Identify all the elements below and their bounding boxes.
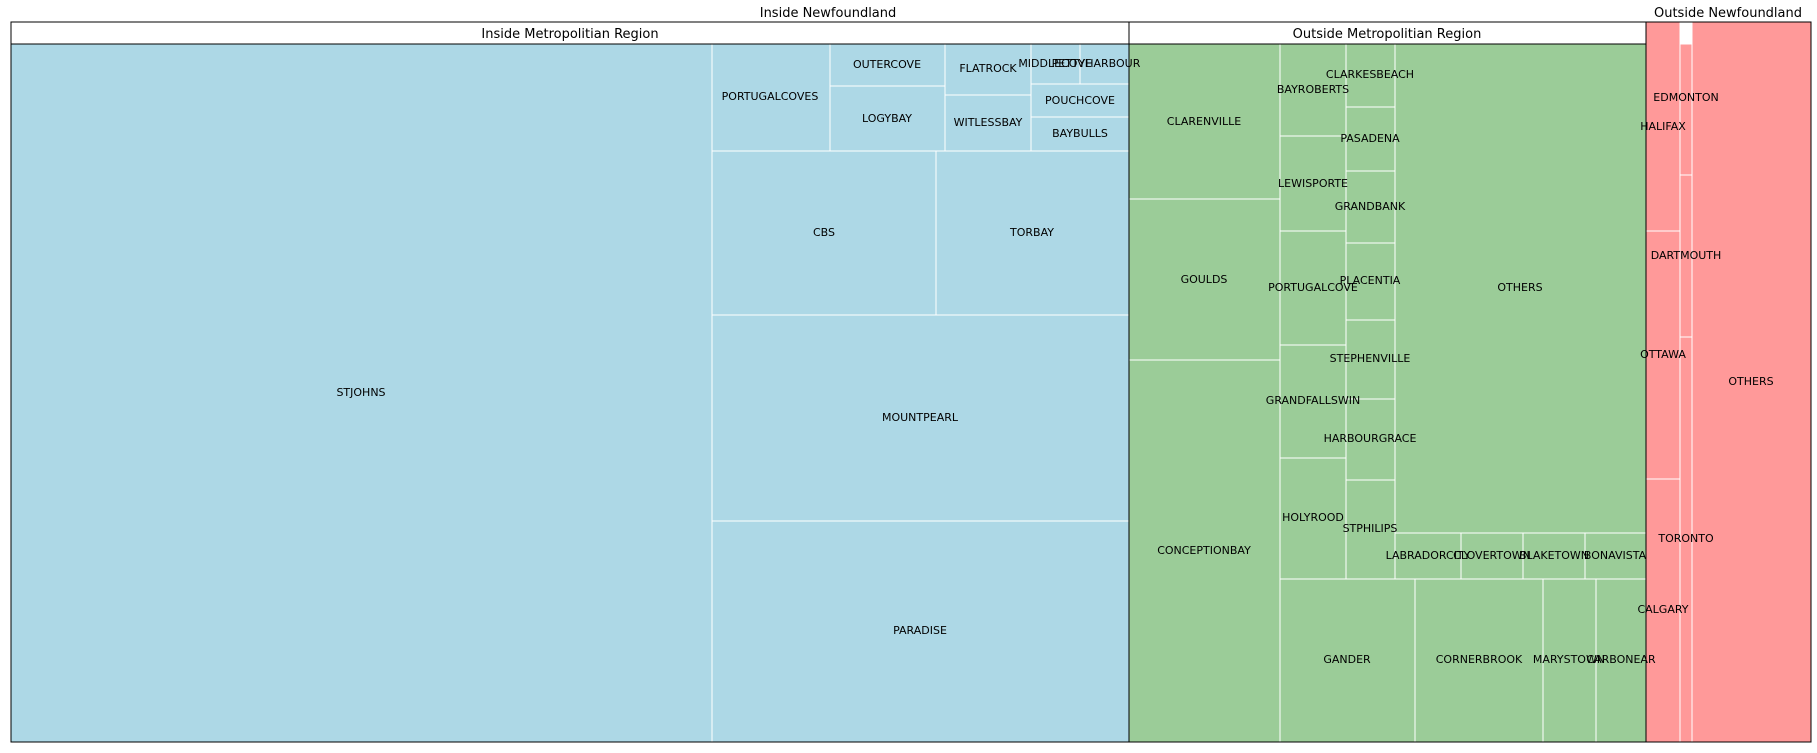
- cell-2-calgary: [1645, 478, 1681, 743]
- cell-1-clarenville: [1128, 43, 1281, 200]
- cell-0-portugalcoves: [711, 43, 831, 152]
- cell-1-marystown: [1542, 578, 1597, 743]
- cell-label-0-paradise: PARADISE: [893, 624, 947, 637]
- cell-label-1-marystown: MARYSTOWN: [1533, 653, 1605, 666]
- cell-1-stephenville: [1345, 319, 1396, 400]
- cell-1-grandbank: [1345, 170, 1396, 244]
- cell-0-baybulls: [1030, 116, 1130, 152]
- cell-1-lewisporte: [1279, 135, 1347, 232]
- cell-label-0-outercove: OUTERCOVE: [853, 58, 921, 71]
- cell-0-flatrock: [944, 43, 1032, 96]
- cell-label-2-others: OTHERS: [1728, 375, 1773, 388]
- cell-label-2-halifax: HALIFAX: [1640, 120, 1686, 133]
- cell-0-outercove: [829, 43, 946, 87]
- cell-1-placentia: [1345, 242, 1396, 321]
- cell-1-cornerbrook: [1414, 578, 1544, 743]
- cell-0-stjohns: [10, 43, 713, 743]
- group-title-inside-newfoundland: Inside Newfoundland: [760, 6, 897, 21]
- subgroup-title-inside-metro: Inside Metropolitian Region: [481, 27, 658, 42]
- cell-0-witlessbay: [944, 94, 1032, 152]
- cell-label-2-edmonton: EDMONTON: [1653, 91, 1718, 104]
- cell-label-1-bonavista: BONAVISTA: [1584, 549, 1647, 562]
- cell-label-1-portugalcove: PORTUGALCOVE: [1268, 281, 1358, 294]
- cell-label-1-clovertown: CLOVERTOWN: [1453, 549, 1531, 562]
- cell-label-1-others: OTHERS: [1497, 281, 1542, 294]
- cell-label-2-dartmouth: DARTMOUTH: [1651, 249, 1722, 262]
- cell-label-0-pouchcove: POUCHCOVE: [1045, 94, 1115, 107]
- cell-0-cbs: [711, 150, 937, 316]
- cell-1-portugalcove: [1279, 230, 1347, 346]
- cell-label-0-cbs: CBS: [813, 226, 835, 239]
- cell-1-conceptionbay: [1128, 359, 1281, 743]
- frame-outside-newfoundland: [1645, 21, 1812, 743]
- cell-label-1-pasadena: PASADENA: [1340, 132, 1400, 145]
- cell-label-1-conceptionbay: CONCEPTIONBAY: [1157, 544, 1251, 557]
- cell-label-1-carbonear: CARBONEAR: [1586, 653, 1656, 666]
- cell-label-1-bayroberts: BAYROBERTS: [1277, 83, 1349, 96]
- cell-label-1-stephenville: STEPHENVILLE: [1330, 352, 1411, 365]
- cell-label-1-lewisporte: LEWISPORTE: [1278, 177, 1348, 190]
- subgroup-title-outside-metro: Outside Metropolitian Region: [1293, 27, 1482, 42]
- cell-label-0-flatrock: FLATROCK: [959, 62, 1017, 75]
- cell-1-clovertown: [1460, 532, 1524, 580]
- cell-1-stphilips: [1345, 479, 1396, 580]
- cell-0-logybay: [829, 85, 946, 152]
- group-title-outside-newfoundland: Outside Newfoundland: [1654, 6, 1802, 21]
- cell-1-bonavista: [1584, 532, 1647, 580]
- cell-label-0-torbay: TORBAY: [1009, 226, 1054, 239]
- cell-2-edmonton: [1679, 43, 1693, 176]
- cell-1-goulds: [1128, 198, 1281, 361]
- cell-label-1-holyrood: HOLYROOD: [1282, 511, 1344, 524]
- cell-label-1-stphilips: STPHILIPS: [1343, 522, 1398, 535]
- cell-label-1-goulds: GOULDS: [1181, 273, 1228, 286]
- cell-label-0-logybay: LOGYBAY: [862, 112, 912, 125]
- cell-label-2-toronto: TORONTO: [1657, 532, 1714, 545]
- cell-label-0-mountpearl: MOUNTPEARL: [882, 411, 959, 424]
- cell-label-1-clarkesbeach: CLARKESBEACH: [1326, 68, 1414, 81]
- cell-0-middlecove: [1030, 43, 1081, 85]
- cell-label-0-middlecove: MIDDLECOVE: [1018, 57, 1091, 70]
- cell-label-0-baybulls: BAYBULLS: [1052, 127, 1108, 140]
- cell-label-1-harbourgrace: HARBOURGRACE: [1324, 432, 1417, 445]
- cell-label-1-grandfallswin: GRANDFALLSWIN: [1266, 394, 1360, 407]
- cell-label-1-blaketown: BLAKETOWN: [1519, 549, 1589, 562]
- cell-2-others: [1691, 21, 1812, 743]
- cell-2-halifax: [1645, 21, 1681, 232]
- cell-label-0-portugalcoves: PORTUGALCOVES: [722, 90, 819, 103]
- cell-0-mountpearl: [711, 314, 1130, 522]
- cell-label-2-ottawa: OTTAWA: [1640, 348, 1686, 361]
- cell-label-0-pettyharbour: PETTYHARBOUR: [1052, 57, 1141, 70]
- cell-1-bayroberts: [1279, 43, 1347, 137]
- treemap-cells: [10, 21, 1812, 743]
- cell-label-1-labradorcity: LABRADORCITY: [1386, 549, 1471, 562]
- cell-label-1-cornerbrook: CORNERBROOK: [1436, 653, 1523, 666]
- cell-label-2-calgary: CALGARY: [1637, 603, 1688, 616]
- cell-1-others: [1394, 43, 1647, 534]
- cell-1-gander: [1279, 578, 1416, 743]
- cell-label-1-grandbank: GRANDBANK: [1335, 200, 1406, 213]
- cell-label-0-stjohns: STJOHNS: [336, 386, 385, 399]
- cell-label-1-clarenville: CLARENVILLE: [1167, 115, 1241, 128]
- cell-1-grandfallswin: [1279, 344, 1347, 459]
- cell-0-torbay: [935, 150, 1130, 316]
- cell-1-holyrood: [1279, 457, 1347, 580]
- cell-label-0-witlessbay: WITLESSBAY: [954, 116, 1023, 129]
- cell-label-1-placentia: PLACENTIA: [1340, 274, 1401, 287]
- treemap-labels: STJOHNS PARADISE MOUNTPEARL CBS TORBAY PORTUG…: [336, 57, 1773, 666]
- cell-label-1-gander: GANDER: [1323, 653, 1371, 666]
